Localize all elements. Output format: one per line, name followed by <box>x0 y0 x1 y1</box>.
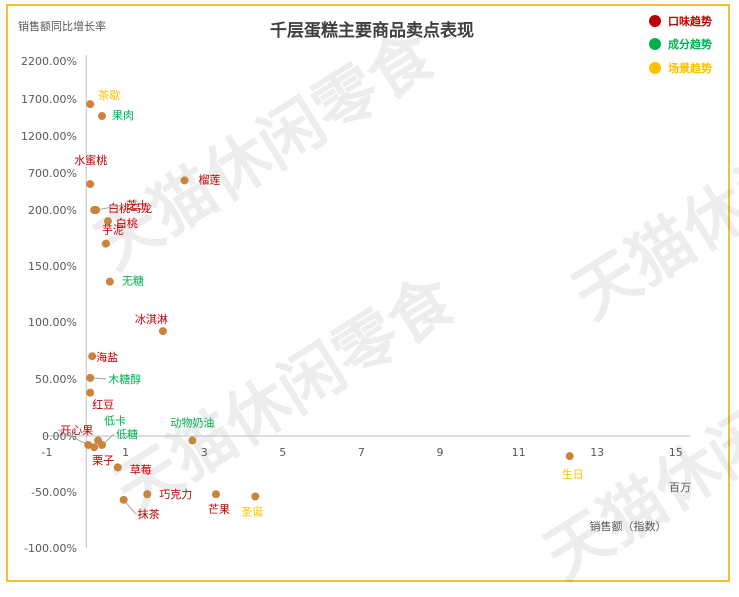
data-label: 芒果 <box>208 503 230 516</box>
chart-title: 千层蛋糕主要商品卖点表现 <box>270 20 474 41</box>
data-point <box>98 112 107 121</box>
data-label: 低卡 <box>104 414 126 427</box>
data-label: 栗子 <box>92 454 114 467</box>
x-tick-label: 1 <box>122 446 129 459</box>
data-label: 红豆 <box>92 399 114 412</box>
y-tick-label: 2200.00% <box>21 55 77 68</box>
label-leader-line <box>96 204 125 211</box>
data-point <box>86 388 95 397</box>
x-tick-label: 15 <box>669 446 683 459</box>
legend-marker <box>649 38 661 50</box>
data-point <box>119 495 128 504</box>
y-tick-label: -100.00% <box>24 542 77 555</box>
data-point <box>105 277 114 286</box>
x-tick-label: -1 <box>42 446 53 459</box>
data-label: 芋泥 <box>102 224 124 237</box>
legend-label: 成分趋势 <box>668 37 712 51</box>
x-axis-label: 销售额（指数） <box>590 519 667 533</box>
y-tick-label: 150.00% <box>28 260 77 273</box>
data-label: 抹茶 <box>138 508 160 521</box>
data-point <box>101 239 110 248</box>
data-point <box>211 490 220 499</box>
y-tick-label: 1700.00% <box>21 93 77 106</box>
y-tick-label: 50.00% <box>35 373 77 386</box>
data-point <box>188 436 197 445</box>
data-point <box>565 452 574 461</box>
data-label: 白桃 <box>116 216 138 230</box>
data-point <box>86 180 95 189</box>
x-tick-label: 7 <box>358 446 365 459</box>
data-label: 白桃乌龙 <box>108 201 152 215</box>
data-point <box>92 206 101 214</box>
y-tick-label: 0.00% <box>42 430 77 443</box>
data-point <box>113 463 122 472</box>
data-point <box>158 327 167 336</box>
y-tick-label: 1200.00% <box>21 130 77 143</box>
data-label: 动物奶油 <box>170 415 214 429</box>
data-point <box>143 490 152 499</box>
legend-marker <box>649 15 661 27</box>
data-label: 果肉 <box>112 109 134 122</box>
x-tick-label: 5 <box>279 446 286 459</box>
y-tick-label: 200.00% <box>28 204 77 217</box>
y-axis-label: 销售额同比增长率 <box>18 19 106 33</box>
legend-marker <box>649 62 661 74</box>
data-point <box>251 492 260 501</box>
legend-label: 场景趋势 <box>668 61 712 75</box>
data-point <box>103 217 112 226</box>
data-label: 榴莲 <box>199 172 221 186</box>
data-point <box>90 443 99 452</box>
data-label: 无糖 <box>122 274 144 288</box>
x-tick-label: 13 <box>590 446 604 459</box>
x-tick-label: 3 <box>201 446 208 459</box>
data-label: 巧克力 <box>159 488 192 501</box>
x-axis-unit: 百万 <box>669 481 691 494</box>
data-label: 芝士 <box>126 199 148 212</box>
label-leader-line <box>58 429 89 446</box>
data-label: 海盐 <box>96 350 118 364</box>
x-tick-label: 9 <box>437 446 444 459</box>
data-label: 木糖醇 <box>108 372 141 386</box>
data-point <box>88 352 97 361</box>
data-point <box>180 176 189 185</box>
chart-frame <box>6 4 730 582</box>
data-label: 低糖 <box>116 427 138 441</box>
data-label: 生日 <box>562 467 584 481</box>
data-label: 茶歇 <box>98 89 120 102</box>
data-point <box>98 440 107 449</box>
data-label: 圣诞 <box>241 504 263 518</box>
data-point <box>86 100 95 109</box>
data-label: 水蜜桃 <box>74 153 107 167</box>
data-point <box>86 373 95 382</box>
y-tick-label: 700.00% <box>28 167 77 180</box>
y-tick-label: 100.00% <box>28 316 77 329</box>
x-tick-label: 11 <box>512 446 526 459</box>
legend-label: 口味趋势 <box>668 14 712 28</box>
data-label: 冰淇淋 <box>135 313 168 326</box>
y-tick-label: -50.00% <box>31 486 77 499</box>
data-label: 草莓 <box>130 463 152 476</box>
data-label: 开心果 <box>60 424 93 437</box>
